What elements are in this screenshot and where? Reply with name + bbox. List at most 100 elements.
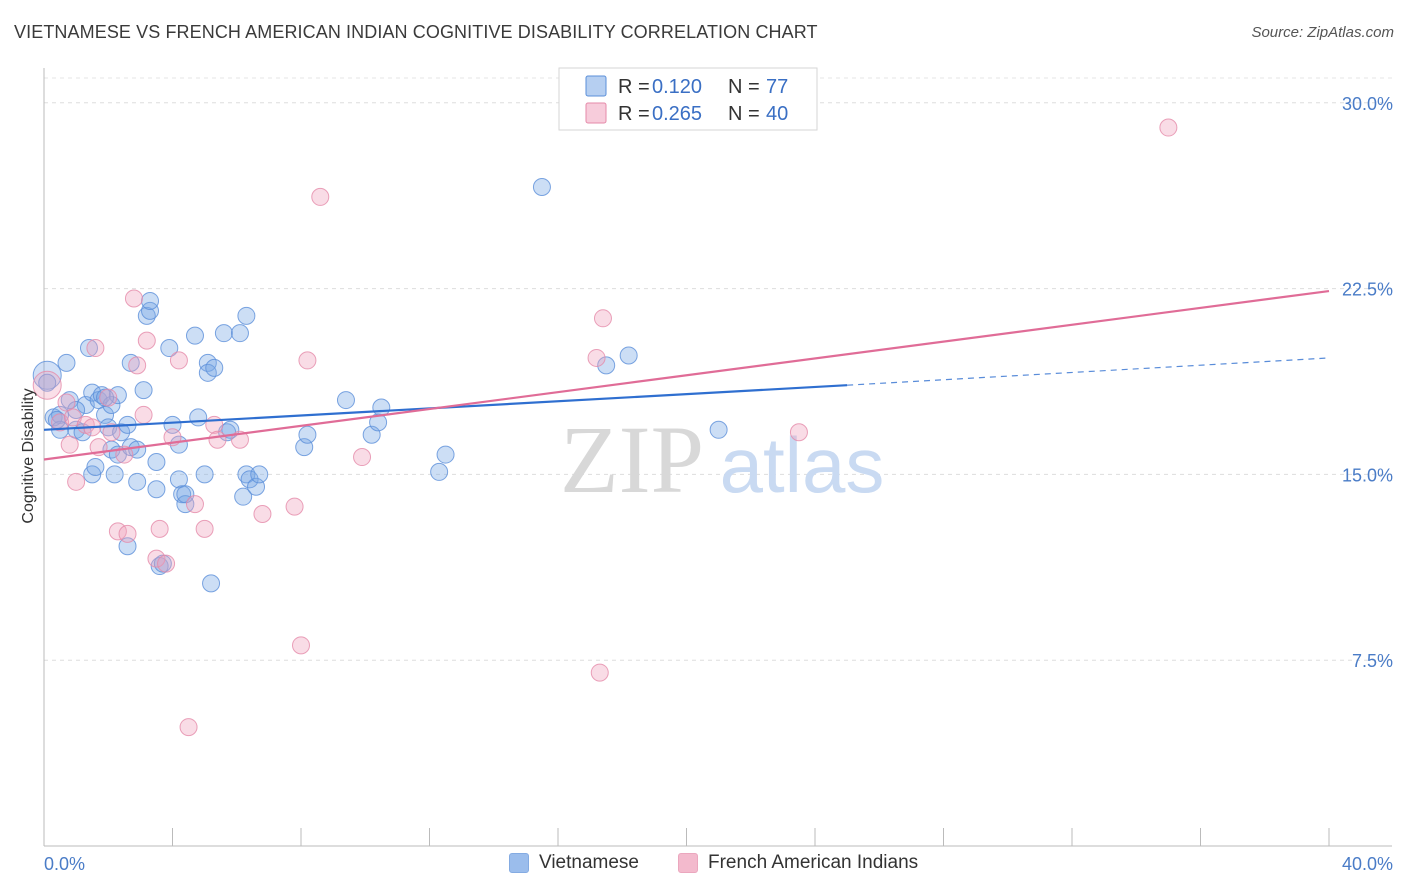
point-french-american-indians [292, 636, 310, 655]
point-french-american-indians [57, 393, 76, 412]
point-vietnamese [336, 391, 355, 410]
point-french-american-indians [134, 405, 153, 424]
point-french-american-indians [102, 423, 121, 442]
legend-r-value: 0.120 [652, 76, 702, 98]
point-vietnamese [189, 408, 208, 427]
trend-line-vietnamese-extension [847, 357, 1330, 386]
point-vietnamese [369, 413, 388, 432]
point-vietnamese [128, 472, 147, 491]
x-tick-labels: 0.0% 40.0% [44, 854, 1393, 874]
point-vietnamese [597, 356, 616, 375]
bottom-legend-swatch [509, 853, 529, 873]
bottom-legend: Vietnamese French American Indians [0, 852, 1406, 878]
y-tick-label: 15.0% [1342, 465, 1393, 485]
point-french-american-indians [137, 331, 156, 350]
point-french-american-indians [353, 448, 372, 467]
point-vietnamese [112, 423, 131, 442]
point-french-american-indians [32, 370, 62, 400]
legend-n-value: 40 [766, 103, 788, 125]
point-french-american-indians [185, 495, 204, 514]
points-layer [32, 118, 1178, 737]
point-vietnamese [234, 487, 253, 506]
point-vietnamese [141, 301, 160, 320]
y-tick-label: 7.5% [1352, 651, 1393, 671]
legend-swatch-vietnamese [585, 75, 607, 97]
point-french-american-indians [285, 497, 304, 516]
point-vietnamese [176, 495, 195, 514]
point-vietnamese [240, 470, 259, 489]
legend-n-label: N = [728, 76, 760, 98]
point-french-american-indians [789, 423, 808, 442]
legend: R = 0.120 N = 77 R = 0.265 N = 40 [558, 67, 818, 131]
point-vietnamese [86, 457, 105, 476]
point-vietnamese [160, 339, 179, 358]
trend-lines [43, 289, 1330, 461]
point-french-american-indians [253, 505, 272, 524]
point-french-american-indians [67, 472, 86, 491]
point-vietnamese [38, 373, 57, 392]
source-label: Source: ZipAtlas.com [1251, 24, 1394, 41]
point-vietnamese [118, 537, 137, 556]
point-vietnamese [137, 306, 156, 325]
point-vietnamese [298, 425, 317, 444]
legend-n-value: 77 [766, 76, 788, 98]
gridlines [44, 77, 1392, 661]
point-vietnamese [250, 465, 269, 484]
legend-swatch-french-american-indians [585, 102, 607, 124]
point-vietnamese [32, 360, 62, 390]
point-vietnamese [202, 574, 221, 593]
point-vietnamese [176, 485, 195, 504]
point-vietnamese [105, 465, 124, 484]
point-vietnamese [79, 339, 98, 358]
point-french-american-indians [86, 339, 105, 358]
point-vietnamese [619, 346, 638, 365]
point-french-american-indians [593, 309, 612, 328]
y-tick-labels: 7.5% 15.0% 22.5% 30.0% [1342, 94, 1393, 671]
bottom-legend-label: French American Indians [708, 852, 919, 873]
point-vietnamese [163, 415, 182, 434]
bottom-legend-item-french-american-indians: French American Indians [678, 852, 918, 874]
watermark: ZIP atlas [560, 406, 884, 513]
point-french-american-indians [298, 351, 317, 370]
point-vietnamese [169, 470, 188, 489]
point-french-american-indians [208, 430, 227, 449]
watermark-zip: ZIP [560, 406, 704, 513]
point-vietnamese [195, 465, 214, 484]
point-vietnamese [134, 381, 153, 400]
watermark-atlas: atlas [720, 421, 885, 509]
trend-line-french-american-indians [43, 289, 1330, 461]
point-vietnamese [147, 480, 166, 499]
point-french-american-indians [60, 435, 79, 454]
point-vietnamese [436, 445, 455, 464]
point-vietnamese [237, 306, 256, 325]
point-french-american-indians [150, 519, 169, 538]
point-french-american-indians [195, 519, 214, 538]
point-french-american-indians [179, 718, 198, 737]
y-tick-label: 30.0% [1342, 94, 1393, 114]
point-french-american-indians [1159, 118, 1178, 137]
legend-r-label: R = [618, 76, 650, 98]
point-french-american-indians [99, 388, 118, 407]
point-vietnamese [141, 291, 160, 310]
point-french-american-indians [157, 554, 176, 573]
point-french-american-indians [128, 356, 147, 375]
point-vietnamese [205, 358, 224, 377]
legend-n-label: N = [728, 103, 760, 125]
point-french-american-indians [311, 187, 330, 206]
y-axis-label: Cognitive Disability [20, 388, 37, 523]
point-vietnamese [230, 324, 249, 343]
axes [43, 68, 1392, 847]
legend-r-label: R = [618, 103, 650, 125]
y-tick-label: 22.5% [1342, 280, 1393, 300]
point-vietnamese [532, 178, 551, 197]
point-vietnamese [237, 465, 256, 484]
x-tick-label: 0.0% [44, 854, 85, 874]
point-vietnamese [60, 391, 79, 410]
chart-title: VIETNAMESE VS FRENCH AMERICAN INDIAN COG… [14, 22, 818, 42]
bottom-legend-item-vietnamese: Vietnamese [509, 852, 639, 874]
point-vietnamese [185, 326, 204, 345]
point-vietnamese [430, 462, 449, 481]
point-french-american-indians [147, 549, 166, 568]
point-vietnamese [57, 353, 76, 372]
